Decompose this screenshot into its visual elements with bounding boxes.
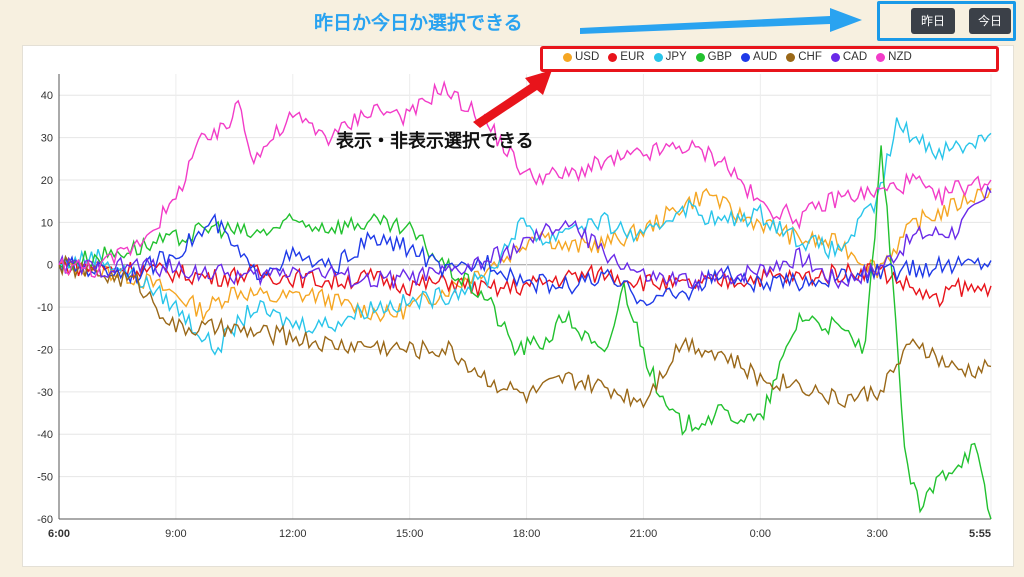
y-tick-label: -40 [37, 429, 53, 441]
legend-label: CHF [798, 51, 822, 63]
legend-item-cad[interactable]: CAD [830, 51, 868, 63]
x-tick-label: 12:00 [279, 528, 307, 540]
series-line-nzd [58, 79, 992, 279]
today-button[interactable]: 今日 [969, 8, 1011, 34]
legend-highlight [540, 46, 999, 72]
y-tick-label: -20 [37, 344, 53, 356]
yesterday-button[interactable]: 昨日 [911, 8, 955, 34]
series-line-cad [58, 185, 992, 292]
legend-item-chf[interactable]: CHF [786, 51, 822, 63]
x-tick-label: 6:00 [48, 528, 70, 540]
legend-toggle-annotation: 表示・非表示選択できる [336, 131, 534, 152]
series-line-jpy [59, 117, 992, 356]
legend-label: EUR [620, 51, 645, 63]
legend-label: NZD [888, 51, 912, 63]
chart-legend: USD EUR JPY GBP AUD CHF CAD NZD [563, 51, 921, 63]
y-tick-label: 30 [41, 133, 53, 145]
legend-label: GBP [707, 51, 732, 63]
x-tick-label: 15:00 [396, 528, 424, 540]
legend-dot [830, 52, 840, 62]
y-tick-label: 10 [41, 217, 53, 229]
y-tick-label: -50 [37, 472, 53, 484]
legend-dot [608, 52, 618, 62]
legend-item-jpy[interactable]: JPY [653, 51, 687, 63]
y-tick-label: -60 [37, 514, 53, 526]
date-selector-highlight [877, 1, 1016, 41]
legend-item-gbp[interactable]: GBP [695, 51, 732, 63]
x-tick-label: 9:00 [165, 528, 186, 540]
series-line-chf [58, 254, 992, 409]
legend-label: CAD [842, 51, 868, 63]
legend-dot [563, 52, 572, 62]
y-tick-label: -30 [37, 387, 53, 399]
legend-label: JPY [665, 51, 687, 63]
x-tick-label: 0:00 [750, 528, 771, 540]
legend-label: USD [575, 51, 600, 63]
legend-dot [740, 52, 750, 62]
legend-item-aud[interactable]: AUD [740, 51, 778, 63]
legend-dot [653, 52, 663, 62]
series-line-aud [58, 213, 992, 307]
y-tick-label: 20 [41, 175, 53, 187]
chart-panel: 40 30 20 10 0 -10 -20 -30 -40 -50 -60 6:00 9:00 12:00… [22, 45, 1014, 567]
y-tick-label: 0 [47, 260, 53, 272]
y-tick-label: 40 [41, 90, 53, 102]
legend-dot [695, 52, 705, 62]
series-line-eur [58, 255, 992, 308]
series-line-usd [58, 187, 992, 323]
legend-dot [786, 52, 796, 62]
y-tick-label: -10 [37, 302, 53, 314]
x-tick-label: 18:00 [513, 528, 541, 540]
red-arrow [473, 70, 552, 128]
blue-arrow [580, 8, 862, 34]
legend-item-nzd[interactable]: NZD [876, 51, 912, 63]
x-tick-label: 5:55 [969, 528, 991, 540]
x-tick-label: 21:00 [630, 528, 658, 540]
legend-item-usd[interactable]: USD [563, 51, 599, 63]
date-select-annotation: 昨日か今日か選択できる [314, 12, 523, 34]
legend-item-eur[interactable]: EUR [608, 51, 645, 63]
legend-label: AUD [752, 51, 778, 63]
x-tick-label: 3:00 [867, 528, 888, 540]
line-chart: 40 30 20 10 0 -10 -20 -30 -40 -50 -60 6:00 9:00 12:00… [37, 74, 992, 540]
legend-dot [876, 52, 886, 62]
series-line-gbp [58, 145, 992, 520]
